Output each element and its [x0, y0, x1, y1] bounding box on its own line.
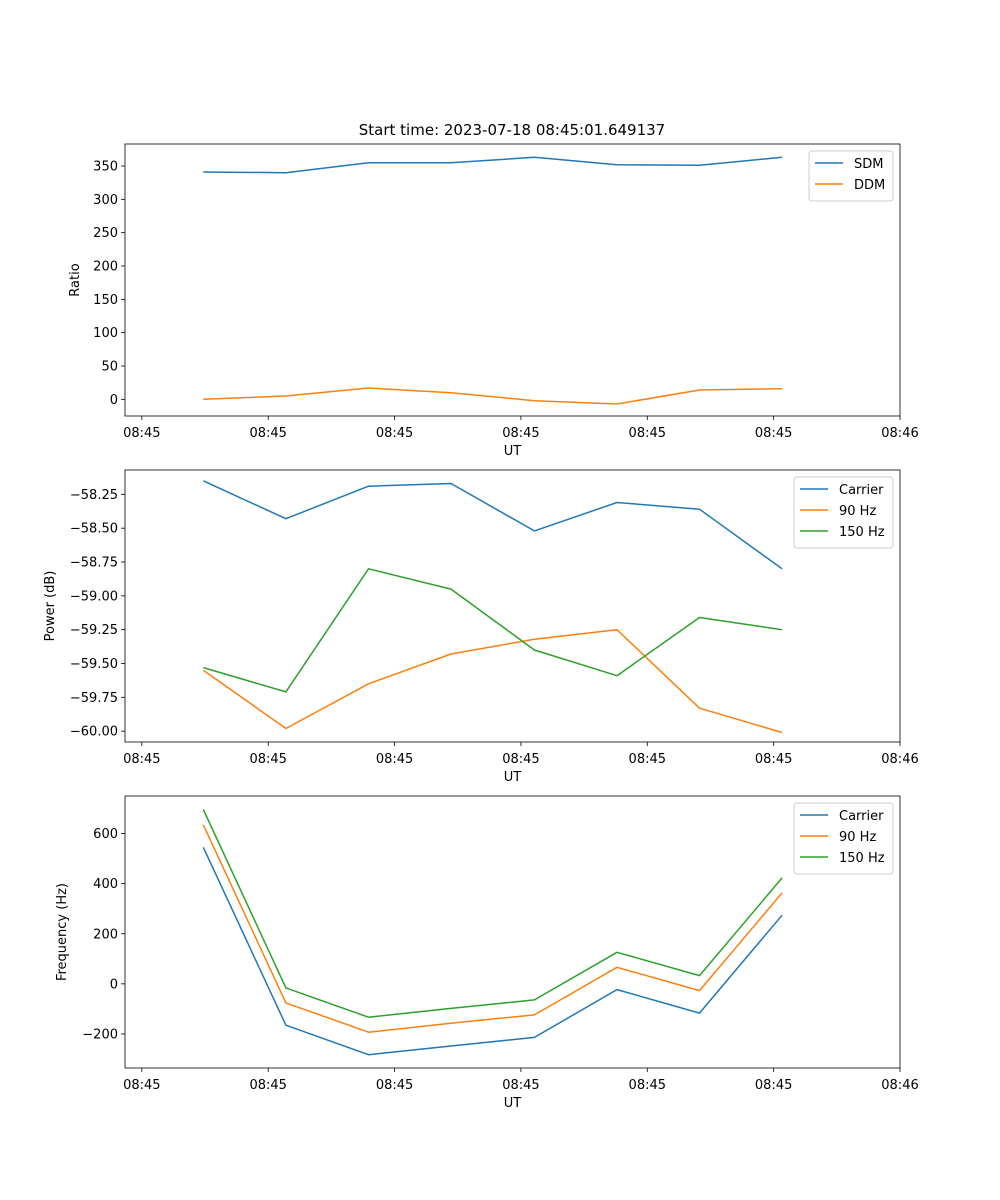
frequency-series-line-carrier	[202, 846, 783, 1056]
figure-title: Start time: 2023-07-18 08:45:01.649137	[359, 121, 665, 139]
x-tick-label: 08:45	[123, 426, 160, 441]
y-tick-label: −59.50	[70, 657, 118, 672]
x-tick-label: 08:46	[881, 1078, 918, 1093]
y-tick-label: 400	[93, 877, 118, 892]
frequency-panel: 08:45 08:45 08:45 08:45 08:45 08:45 08:46 −200 0…	[55, 795, 919, 1111]
y-tick-label: −58.75	[70, 556, 118, 571]
frequency-legend: Carrier 90 Hz 150 Hz	[793, 802, 894, 875]
y-tick-label: 150	[93, 293, 118, 308]
legend-label: Carrier	[839, 809, 884, 824]
y-tick-label: 200	[93, 260, 118, 275]
power-series-line-90-hz	[202, 628, 783, 734]
x-axis-label: UT	[504, 1096, 522, 1111]
y-tick-label: −59.75	[70, 691, 118, 706]
legend-label: Carrier	[839, 483, 884, 498]
power-axes-frame	[124, 469, 901, 743]
x-tick-label: 08:45	[249, 426, 286, 441]
y-tick-label: 50	[101, 360, 118, 375]
y-tick-label: 0	[110, 977, 118, 992]
y-tick-label: 0	[110, 393, 118, 408]
y-axis-label: Frequency (Hz)	[55, 883, 70, 981]
ratio-series-line-ddm	[203, 387, 783, 405]
ratio-series-line-sdm	[203, 156, 783, 174]
x-tick-label: 08:45	[249, 752, 286, 767]
y-tick-label: 100	[93, 326, 118, 341]
y-tick-label: −60.00	[70, 725, 118, 740]
x-tick-label: 08:45	[123, 1078, 160, 1093]
y-tick-label: 300	[93, 193, 118, 208]
x-tick-label: 08:45	[502, 1078, 539, 1093]
ratio-axes-frame	[124, 143, 901, 417]
legend-label: 150 Hz	[839, 525, 885, 540]
x-tick-label: 08:45	[376, 426, 413, 441]
legend-label: 90 Hz	[839, 830, 876, 845]
y-axis-label: Ratio	[68, 263, 83, 296]
legend-label: SDM	[854, 157, 883, 172]
frequency-series-line-90-hz	[202, 824, 783, 1033]
power-series-line-carrier	[202, 480, 783, 570]
x-tick-label: 08:45	[502, 752, 539, 767]
x-tick-label: 08:45	[123, 752, 160, 767]
y-tick-label: −59.00	[70, 589, 118, 604]
x-tick-label: 08:45	[629, 1078, 666, 1093]
frequency-series-line-150-hz	[202, 809, 783, 1018]
y-tick-label: 600	[93, 827, 118, 842]
x-axis-label: UT	[504, 770, 522, 785]
x-tick-label: 08:45	[629, 752, 666, 767]
x-tick-label: 08:45	[755, 1078, 792, 1093]
x-tick-label: 08:45	[249, 1078, 286, 1093]
y-tick-label: −58.50	[70, 522, 118, 537]
power-panel: 08:45 08:45 08:45 08:45 08:45 08:45 08:46 −60.0…	[43, 469, 919, 785]
ratio-legend: SDM DDM	[808, 150, 894, 202]
y-axis-label: Power (dB)	[43, 571, 58, 642]
x-axis-label: UT	[504, 444, 522, 459]
legend-label: DDM	[854, 178, 885, 193]
power-series-line-150-hz	[203, 568, 783, 693]
x-tick-label: 08:46	[881, 426, 918, 441]
x-tick-label: 08:45	[755, 752, 792, 767]
x-tick-label: 08:46	[881, 752, 918, 767]
x-tick-label: 08:45	[376, 752, 413, 767]
y-tick-label: −58.25	[70, 488, 118, 503]
ratio-panel: 08:45 08:45 08:45 08:45 08:45 08:45 08:46 0 50 10…	[68, 143, 919, 459]
frequency-axes-frame	[124, 795, 901, 1069]
x-tick-label: 08:45	[755, 426, 792, 441]
y-tick-label: −59.25	[70, 623, 118, 638]
x-tick-label: 08:45	[376, 1078, 413, 1093]
y-tick-label: −200	[82, 1027, 118, 1042]
power-legend: Carrier 90 Hz 150 Hz	[793, 476, 894, 549]
y-tick-label: 350	[93, 160, 118, 175]
legend-label: 150 Hz	[839, 851, 885, 866]
x-tick-label: 08:45	[629, 426, 666, 441]
y-tick-label: 250	[93, 226, 118, 241]
legend-label: 90 Hz	[839, 504, 876, 519]
y-tick-label: 200	[93, 927, 118, 942]
x-tick-label: 08:45	[502, 426, 539, 441]
